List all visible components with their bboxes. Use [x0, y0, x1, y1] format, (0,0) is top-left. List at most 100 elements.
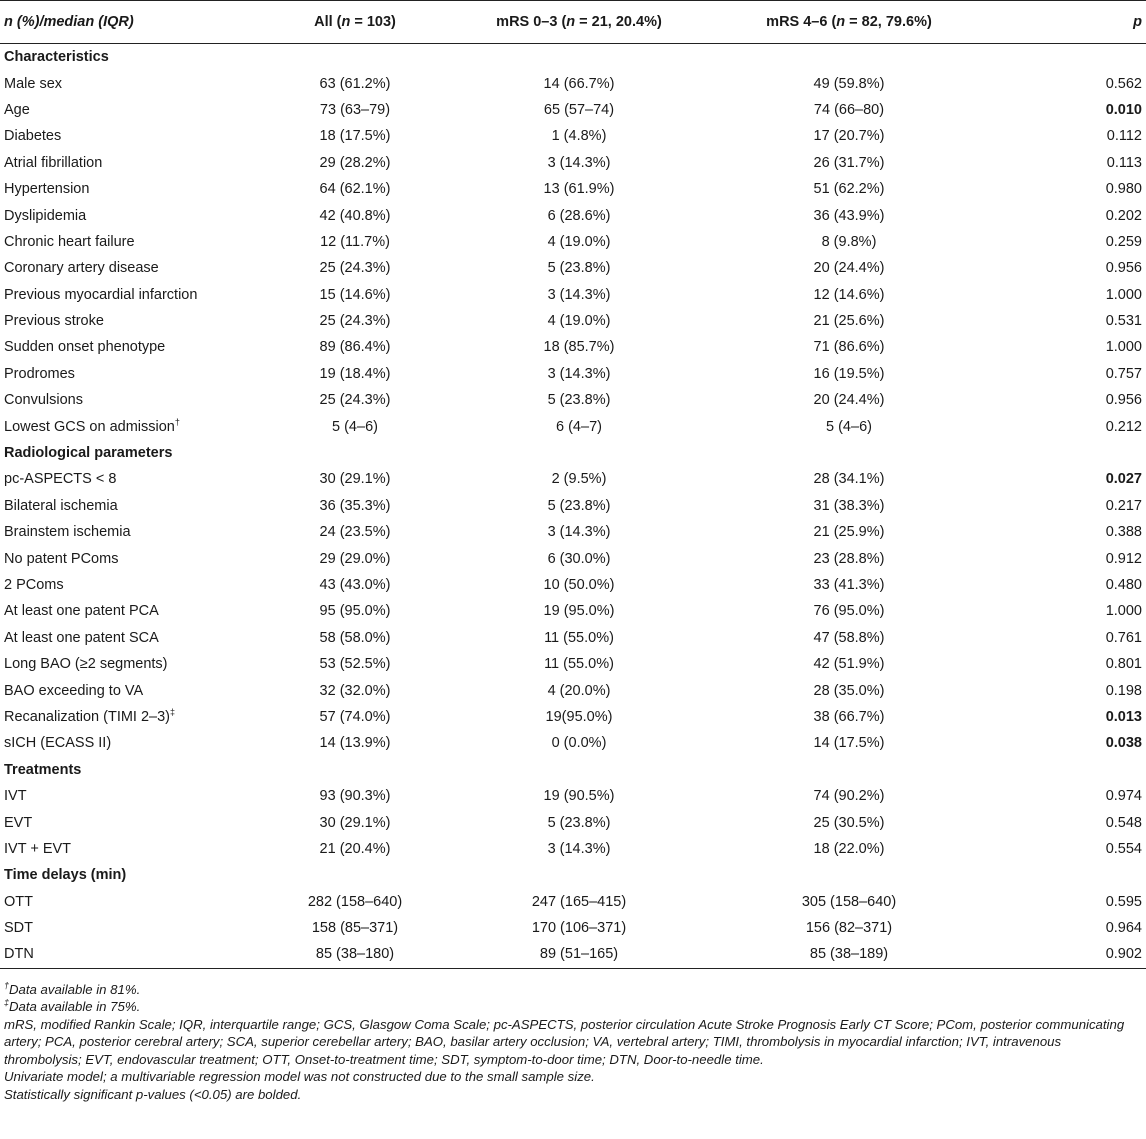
cell-mrs-0-3: 6 (30.0%) [547, 550, 611, 567]
table-row: 2 PComs 43 (43.0%) 10 (50.0%) 33 (41.3%) 0.4… [0, 572, 1146, 598]
section-title: Radiological parameters [4, 445, 173, 462]
cell-mrs-0-3: 6 (4–7) [556, 418, 602, 435]
cell-mrs-4-6: 20 (24.4%) [813, 392, 885, 409]
cell-mrs-4-6: 33 (41.3%) [813, 577, 885, 593]
table-row: Atrial fibrillation 29 (28.2%) 3 (14.3%) 26… [0, 150, 1146, 176]
table-header: n (%)/median (IQR) All (n = 103) mRS 0–3… [0, 0, 1146, 44]
row-label: Previous stroke [4, 313, 104, 330]
header-p-value: p [995, 0, 1146, 44]
section-header-row: Treatments [0, 757, 1146, 783]
row-label: Lowest GCS on admission† [4, 416, 180, 435]
table-row: Previous stroke 25 (24.3%) 4 (19.0%) 21 (25… [0, 308, 1146, 334]
cell-p-value: 0.801 [1105, 656, 1142, 673]
cell-all: 19 (18.4%) [319, 365, 391, 382]
header-mrs-0-3: mRS 0–3 (n = 21, 20.4%) [455, 0, 703, 44]
cell-p-value: 1.000 [1105, 339, 1142, 356]
cell-mrs-4-6: 17 (20.7%) [813, 128, 885, 145]
cell-mrs-0-3: 5 (23.8%) [547, 497, 611, 514]
cell-mrs-0-3: 4 (20.0%) [547, 682, 611, 699]
cell-mrs-0-3: 4 (19.0%) [547, 313, 611, 330]
cell-mrs-0-3: 247 (165–415) [531, 893, 627, 910]
footnote-dagger: †Data available in 81%. [4, 980, 141, 997]
table-body: Characteristics Male sex 63 (61.2%) 14 (66.… [0, 44, 1146, 969]
cell-all: 30 (29.1%) [319, 471, 391, 488]
table-row: DTN 85 (38–180) 89 (51–165) 85 (38–189) 0.90… [0, 941, 1146, 969]
cell-all: 14 (13.9%) [319, 735, 391, 752]
cell-p-value: 0.974 [1105, 788, 1142, 805]
table-footnotes: †Data available in 81%. ‡Data available … [0, 969, 1146, 1104]
row-label: Sudden onset phenotype [4, 339, 166, 356]
row-label: 2 PComs [4, 577, 64, 593]
cell-mrs-4-6: 36 (43.9%) [813, 207, 885, 224]
table-row: Coronary artery disease 25 (24.3%) 5 (23.8… [0, 255, 1146, 281]
cell-all: 21 (20.4%) [319, 840, 391, 857]
header-row: n (%)/median (IQR) All (n = 103) mRS 0–3… [0, 0, 1146, 44]
cell-all: 15 (14.6%) [319, 286, 391, 303]
cell-all: 63 (61.2%) [319, 75, 391, 92]
section-header-row: Radiological parameters [0, 440, 1146, 466]
cell-mrs-4-6: 38 (66.7%) [813, 708, 885, 725]
cell-p-value: 0.217 [1105, 497, 1142, 514]
cell-all: 29 (29.0%) [319, 550, 391, 567]
cell-all: 5 (4–6) [332, 418, 378, 435]
cell-mrs-0-3: 14 (66.7%) [543, 75, 615, 92]
section-title: Time delays (min) [4, 867, 127, 884]
cell-all: 95 (95.0%) [319, 603, 391, 620]
cell-mrs-4-6: 8 (9.8%) [821, 233, 877, 250]
cell-all: 158 (85–371) [311, 920, 399, 937]
footnote-marker: ‡ [170, 707, 176, 718]
cell-mrs-0-3: 18 (85.7%) [543, 339, 615, 356]
cell-p-value: 0.112 [1106, 128, 1142, 145]
table-row: At least one patent PCA 95 (95.0%) 19 (95.… [0, 598, 1146, 624]
cell-mrs-4-6: 14 (17.5%) [813, 735, 885, 752]
row-label: EVT [4, 814, 33, 831]
table-row: Male sex 63 (61.2%) 14 (66.7%) 49 (59.8%) 0.… [0, 70, 1146, 96]
cell-mrs-4-6: 156 (82–371) [805, 920, 893, 937]
footnote-abbreviations: mRS, modified Rankin Scale; IQR, interqu… [4, 1016, 1125, 1067]
cell-all: 53 (52.5%) [319, 656, 391, 673]
cell-p-value: 1.000 [1105, 286, 1142, 303]
cell-all: 58 (58.0%) [319, 629, 391, 646]
cell-mrs-4-6: 28 (35.0%) [813, 682, 885, 699]
cell-all: 12 (11.7%) [320, 233, 390, 250]
table-row: At least one patent SCA 58 (58.0%) 11 (55.… [0, 625, 1146, 651]
cell-p-value: 0.956 [1105, 260, 1142, 277]
row-label: At least one patent SCA [4, 629, 159, 646]
cell-mrs-4-6: 5 (4–6) [826, 418, 872, 435]
table-row: Lowest GCS on admission† 5 (4–6) 6 (4–7) 5 … [0, 413, 1146, 439]
header-characteristic: n (%)/median (IQR) [0, 0, 255, 44]
cell-mrs-4-6: 76 (95.0%) [813, 603, 885, 620]
section-title: Characteristics [4, 49, 109, 66]
row-label: SDT [4, 920, 33, 937]
table-row: Prodromes 19 (18.4%) 3 (14.3%) 16 (19.5%) 0.… [0, 361, 1146, 387]
cell-mrs-4-6: 74 (90.2%) [813, 788, 885, 805]
cell-all: 36 (35.3%) [319, 497, 391, 514]
cell-all: 32 (32.0%) [319, 682, 391, 699]
cell-mrs-0-3: 3 (14.3%) [547, 365, 611, 382]
cell-all: 43 (43.0%) [319, 577, 391, 593]
cell-mrs-0-3: 1 (4.8%) [551, 128, 607, 145]
cell-mrs-4-6: 12 (14.6%) [813, 286, 885, 303]
section-header-row: Time delays (min) [0, 862, 1146, 888]
row-label: Recanalization (TIMI 2–3)‡ [4, 707, 176, 725]
cell-p-value: 0.562 [1105, 75, 1142, 92]
cell-mrs-0-3: 3 (14.3%) [547, 286, 611, 303]
cell-mrs-0-3: 3 (14.3%) [547, 154, 611, 171]
row-label: BAO exceeding to VA [4, 682, 144, 699]
row-label: Diabetes [4, 128, 62, 145]
cell-p-value: 0.902 [995, 941, 1146, 969]
cell-mrs-4-6: 47 (58.8%) [813, 629, 885, 646]
cell-p-value: 0.038 [1105, 735, 1142, 752]
row-label: Coronary artery disease [4, 260, 159, 277]
cell-mrs-0-3: 6 (28.6%) [547, 207, 611, 224]
cell-mrs-4-6: 31 (38.3%) [813, 497, 885, 514]
cell-mrs-0-3: 5 (23.8%) [547, 260, 611, 277]
cell-p-value: 0.480 [1105, 577, 1142, 593]
cell-mrs-0-3: 3 (14.3%) [547, 524, 611, 541]
data-table: n (%)/median (IQR) All (n = 103) mRS 0–3… [0, 0, 1146, 969]
cell-p-value: 0.010 [1105, 101, 1142, 118]
cell-mrs-0-3: 19(95.0%) [545, 708, 613, 725]
table-row: Chronic heart failure 12 (11.7%) 4 (19.0%)… [0, 229, 1146, 255]
cell-mrs-4-6: 21 (25.6%) [813, 313, 885, 330]
table-row: SDT 158 (85–371) 170 (106–371) 156 (82–371)… [0, 915, 1146, 941]
